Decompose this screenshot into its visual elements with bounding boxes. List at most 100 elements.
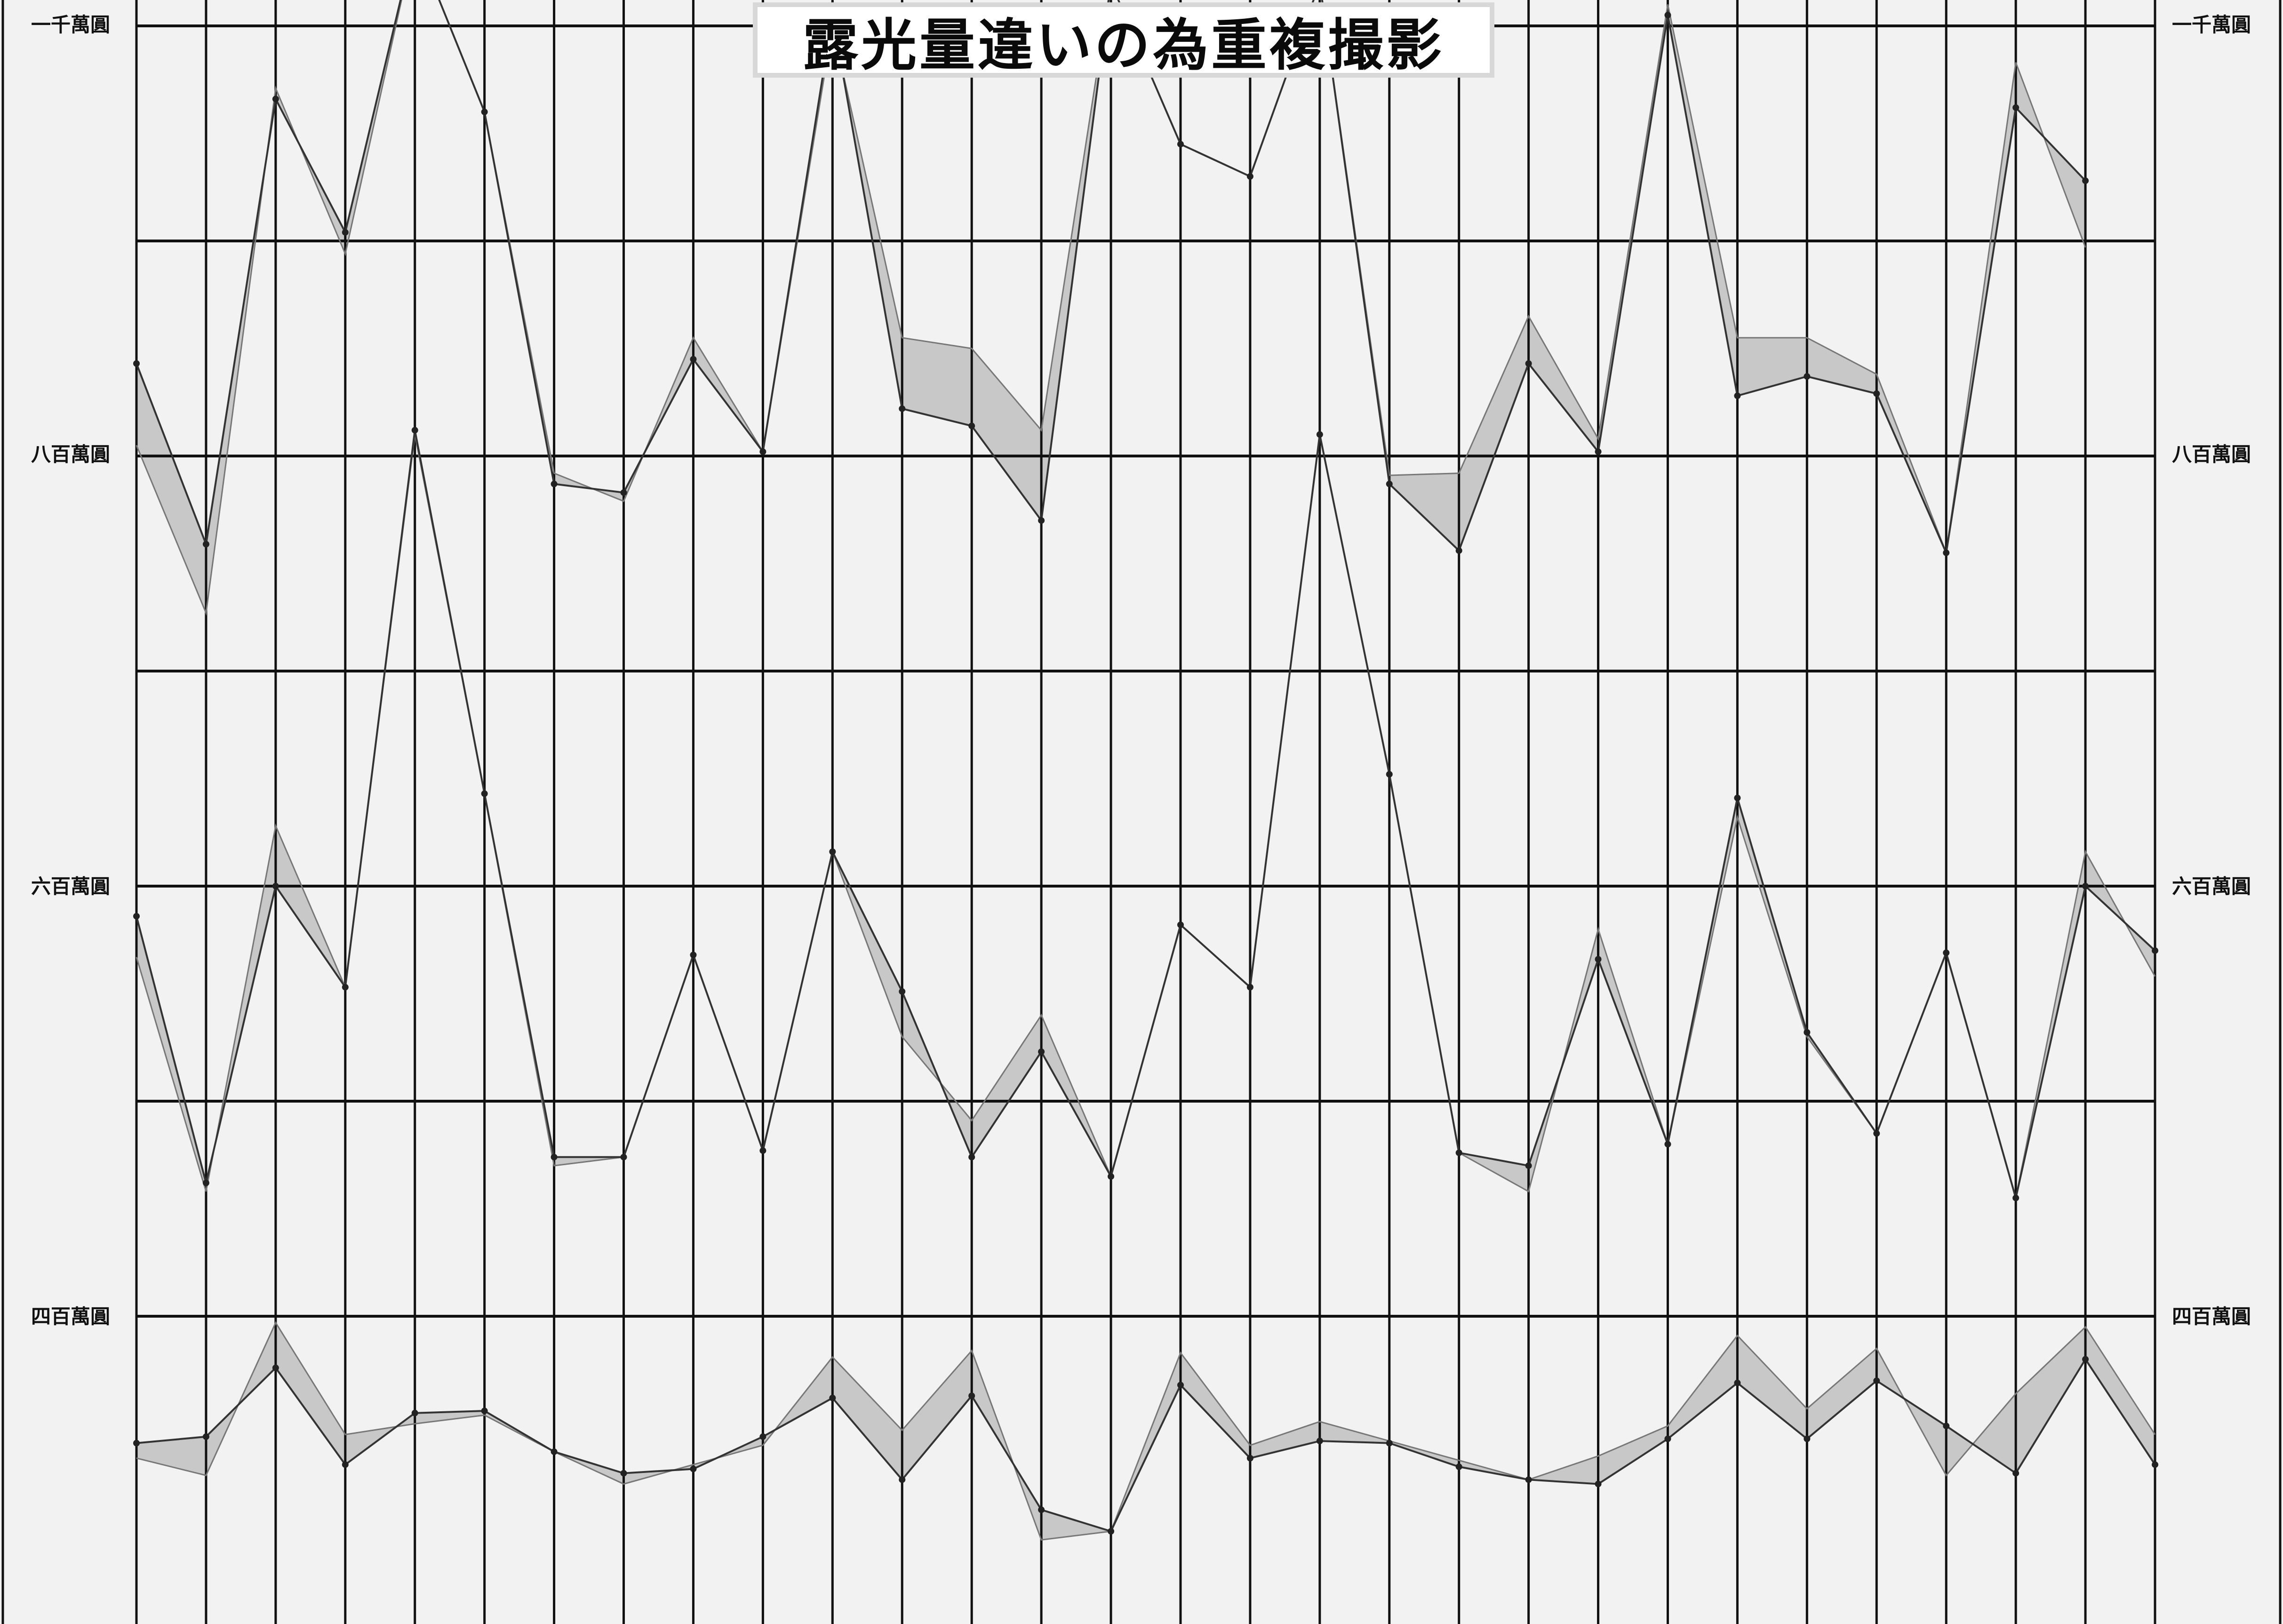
series-1-point-7 — [551, 480, 558, 488]
series-2-point-15 — [1108, 1173, 1115, 1180]
series-2-point-18 — [1316, 431, 1323, 438]
series-1-point-27 — [1943, 549, 1950, 556]
series-1-point-23 — [1664, 12, 1671, 19]
series-3-point-5 — [411, 1409, 418, 1416]
series-2-point-3 — [272, 883, 279, 889]
series-1-point-26 — [1873, 390, 1880, 397]
chart-title: 露光量違いの為重複撮影 — [802, 12, 1445, 78]
series-1-point-17 — [1246, 173, 1253, 180]
series-1-point-19 — [1386, 480, 1393, 488]
series-1-point-16 — [1177, 141, 1184, 148]
series-2-point-21 — [1525, 1162, 1532, 1169]
series-2-point-20 — [1455, 1149, 1462, 1156]
series-3-point-3 — [272, 1364, 279, 1371]
series-1-point-29 — [2082, 177, 2089, 184]
series-2-point-9 — [690, 952, 697, 959]
series-3-point-2 — [202, 1433, 209, 1440]
y-tick-label-400-right: 四百萬圓 — [2170, 1304, 2253, 1329]
series-2-point-5 — [411, 427, 418, 434]
chart-title-box: 露光量違いの為重複撮影 — [753, 2, 1494, 78]
series-1-point-2 — [202, 541, 209, 548]
series-3-point-11 — [829, 1394, 836, 1401]
series-1-point-13 — [968, 423, 975, 430]
series-1-point-20 — [1455, 547, 1462, 554]
series-2-point-26 — [1873, 1130, 1880, 1137]
series-3-point-16 — [1177, 1382, 1184, 1389]
series-2-point-19 — [1386, 771, 1393, 778]
series-2-point-13 — [968, 1153, 975, 1160]
series-2-point-16 — [1177, 921, 1184, 928]
y-tick-label-600-right: 六百萬圓 — [2170, 874, 2253, 899]
series-3-light-line — [136, 1321, 2156, 1541]
series-3-point-18 — [1316, 1438, 1323, 1445]
series-2-point-17 — [1246, 984, 1253, 991]
series-3-point-24 — [1734, 1379, 1741, 1386]
series-3-point-26 — [1873, 1377, 1880, 1384]
series-3-point-19 — [1386, 1440, 1393, 1447]
series-lines — [133, 0, 2158, 1541]
y-tick-label-800-left: 八百萬圓 — [29, 442, 112, 467]
series-2-point-25 — [1804, 1029, 1811, 1036]
series-3-point-4 — [342, 1461, 349, 1468]
series-1-point-21 — [1525, 360, 1532, 367]
series-3-point-28 — [2012, 1470, 2020, 1477]
series-3-point-25 — [1804, 1435, 1811, 1442]
y-tick-label-1000-right: 一千萬圓 — [2170, 13, 2253, 37]
series-2-light-line — [136, 434, 2156, 1199]
series-2-point-1 — [133, 912, 140, 920]
series-3-point-9 — [690, 1465, 697, 1472]
series-1-point-4 — [342, 229, 349, 236]
series-3-point-20 — [1455, 1463, 1462, 1470]
y-tick-label-400-left: 四百萬圓 — [29, 1304, 112, 1329]
series-2-dark-line — [136, 430, 2156, 1199]
series-2-point-29 — [2082, 883, 2089, 889]
y-tick-label-1000-left: 一千萬圓 — [29, 13, 112, 37]
series-2-point-7 — [551, 1153, 558, 1160]
series-2-point-24 — [1734, 794, 1741, 801]
series-3-band — [136, 1322, 2155, 1540]
series-2-point-22 — [1595, 956, 1602, 963]
series-1-point-14 — [1038, 517, 1045, 524]
series-3-point-29 — [2082, 1356, 2089, 1363]
series-3-point-23 — [1664, 1435, 1671, 1442]
series-1-point-12 — [899, 405, 906, 412]
series-3-point-17 — [1246, 1455, 1253, 1462]
series-2-point-28 — [2012, 1194, 2020, 1201]
series-3-point-15 — [1108, 1528, 1115, 1535]
series-2-point-30 — [2152, 947, 2158, 954]
series-1-point-6 — [481, 108, 488, 115]
series-2-point-4 — [342, 984, 349, 991]
series-1-point-8 — [620, 489, 627, 496]
series-3-point-13 — [968, 1392, 975, 1400]
series-3-point-14 — [1038, 1506, 1045, 1513]
series-3-point-7 — [551, 1448, 558, 1455]
series-1-point-1 — [133, 360, 140, 367]
series-2-point-6 — [481, 790, 488, 797]
y-tick-label-800-right: 八百萬圓 — [2170, 442, 2253, 467]
series-2-point-23 — [1664, 1141, 1671, 1148]
series-3-point-12 — [899, 1476, 906, 1483]
series-1-point-25 — [1804, 373, 1811, 380]
series-2-point-11 — [829, 848, 836, 855]
series-1-point-3 — [272, 96, 279, 103]
series-3-point-30 — [2152, 1461, 2158, 1468]
series-1-dark-line — [136, 0, 2086, 556]
series-3-point-21 — [1525, 1476, 1532, 1483]
series-2-point-14 — [1038, 1048, 1045, 1055]
series-1-point-22 — [1595, 448, 1602, 455]
series-3-point-10 — [759, 1433, 766, 1440]
y-tick-label-600-left: 六百萬圓 — [29, 874, 112, 899]
series-1-point-10 — [759, 448, 766, 455]
series-3-point-22 — [1595, 1480, 1602, 1488]
series-2-point-2 — [202, 1179, 209, 1186]
series-1-point-9 — [690, 356, 697, 363]
series-1-point-28 — [2012, 104, 2020, 111]
series-2-band — [136, 430, 2155, 1198]
series-2-point-8 — [620, 1153, 627, 1160]
series-2-point-27 — [1943, 949, 1950, 956]
series-3-point-8 — [620, 1470, 627, 1477]
series-1-point-24 — [1734, 392, 1741, 400]
series-3-point-6 — [481, 1408, 488, 1415]
